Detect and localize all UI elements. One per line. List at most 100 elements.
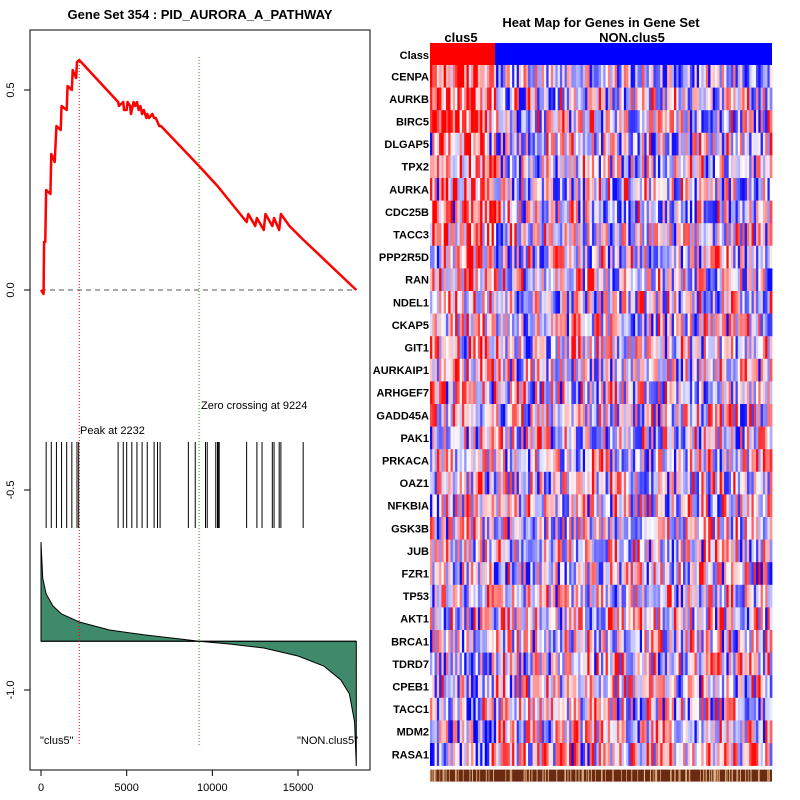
heatmap-cell <box>680 743 684 766</box>
heatmap-cell <box>555 291 559 314</box>
heatmap-cell <box>534 336 538 360</box>
heatmap-cell <box>689 132 693 156</box>
heatmap-cell <box>509 449 513 473</box>
heatmap-cell <box>662 404 666 427</box>
heatmap-cell <box>573 87 577 111</box>
gene-label: DLGAP5 <box>384 139 429 151</box>
heatmap-cell <box>653 200 657 224</box>
heatmap-cell <box>457 494 461 518</box>
heatmap-cell <box>498 652 502 676</box>
heatmap-cell <box>491 697 495 721</box>
heatmap-cell <box>455 178 458 201</box>
heatmap-cell <box>694 584 698 608</box>
heatmap-cell <box>733 449 736 473</box>
heatmap-cell <box>473 404 476 427</box>
heatmap-cell <box>664 268 668 292</box>
heatmap-cell <box>571 336 575 360</box>
heatmap-cell <box>562 630 565 653</box>
heatmap-cell <box>532 87 536 111</box>
heatmap-cell <box>628 562 632 586</box>
heatmap-cell <box>496 743 499 766</box>
heatmap-cell <box>491 494 495 518</box>
heatmap-cell <box>628 743 632 766</box>
heatmap-cell <box>605 291 609 314</box>
heatmap-cell <box>591 652 595 676</box>
heatmap-cell <box>475 65 479 88</box>
heatmap-cell <box>619 607 622 631</box>
heatmap-cell <box>653 336 657 360</box>
heatmap-cell <box>559 291 563 314</box>
heatmap-cell <box>441 517 445 540</box>
heatmap-cell <box>699 87 702 111</box>
heatmap-cell <box>607 178 611 201</box>
heatmap-cell <box>749 132 752 156</box>
heatmap-cell <box>630 607 634 631</box>
heatmap-cell <box>626 630 629 653</box>
heatmap-cell <box>692 630 695 653</box>
heatmap-cell <box>658 313 661 337</box>
heatmap-cell <box>705 607 709 631</box>
heatmap-cell <box>532 720 536 744</box>
heatmap-cell <box>749 223 752 247</box>
heatmap-cell <box>749 652 752 676</box>
heatmap-cell <box>687 539 691 563</box>
heatmap-cell <box>651 245 654 269</box>
heatmap-cell <box>703 517 707 540</box>
heatmap-cell <box>439 245 442 269</box>
heatmap-cell <box>655 110 659 134</box>
heatmap-cell <box>694 178 698 201</box>
heatmap-cell <box>578 539 581 563</box>
heatmap-cell <box>712 630 716 653</box>
heatmap-cell <box>532 517 536 540</box>
heatmap-cell <box>512 245 515 269</box>
heatmap-cell <box>559 245 563 269</box>
heatmap-cell <box>452 471 456 495</box>
heatmap-cell <box>712 65 716 88</box>
heatmap-cell <box>596 291 600 314</box>
heatmap-cell <box>480 245 483 269</box>
heatmap-cell <box>557 743 561 766</box>
heatmap-cell <box>493 178 497 201</box>
heatmap-cell <box>559 743 563 766</box>
heatmap-cell <box>612 426 616 450</box>
heatmap-cell <box>653 584 657 608</box>
heatmap-cell <box>594 155 597 179</box>
heatmap-cell <box>477 449 481 473</box>
heatmap-cell <box>528 110 531 134</box>
heatmap-cell <box>502 584 506 608</box>
heatmap-cell <box>459 562 463 586</box>
heatmap-cell <box>651 110 654 134</box>
heatmap-cell <box>694 607 698 631</box>
heatmap-cell <box>742 65 746 88</box>
heatmap-cell <box>751 471 755 495</box>
heatmap-cell <box>601 65 604 88</box>
heatmap-cell <box>587 562 590 586</box>
heatmap-cell <box>637 539 641 563</box>
heatmap-cell <box>744 607 748 631</box>
heatmap-cell <box>662 268 666 292</box>
heatmap-cell <box>578 245 581 269</box>
heatmap-cell <box>564 630 568 653</box>
heatmap-cell <box>735 178 739 201</box>
heatmap-cell <box>430 336 433 360</box>
heatmap-cell <box>461 155 465 179</box>
heatmap-cell <box>619 358 622 382</box>
heatmap-cell <box>482 200 486 224</box>
heatmap-cell <box>457 607 461 631</box>
heatmap-cell <box>703 652 707 676</box>
heatmap-cell <box>616 155 620 179</box>
heatmap-cell <box>735 291 739 314</box>
heatmap-cell <box>616 675 620 699</box>
heatmap-cell <box>651 358 654 382</box>
heatmap-cell <box>555 223 559 247</box>
heatmap-cell <box>607 743 611 766</box>
heatmap-cell <box>644 652 647 676</box>
heatmap-cell <box>642 697 645 721</box>
heatmap-cell <box>692 449 695 473</box>
heatmap-cell <box>571 87 575 111</box>
heatmap-cell <box>753 110 757 134</box>
heatmap-cell <box>614 404 618 427</box>
heatmap-cell <box>502 291 506 314</box>
heatmap-cell <box>642 381 645 405</box>
heatmap-cell <box>555 584 559 608</box>
